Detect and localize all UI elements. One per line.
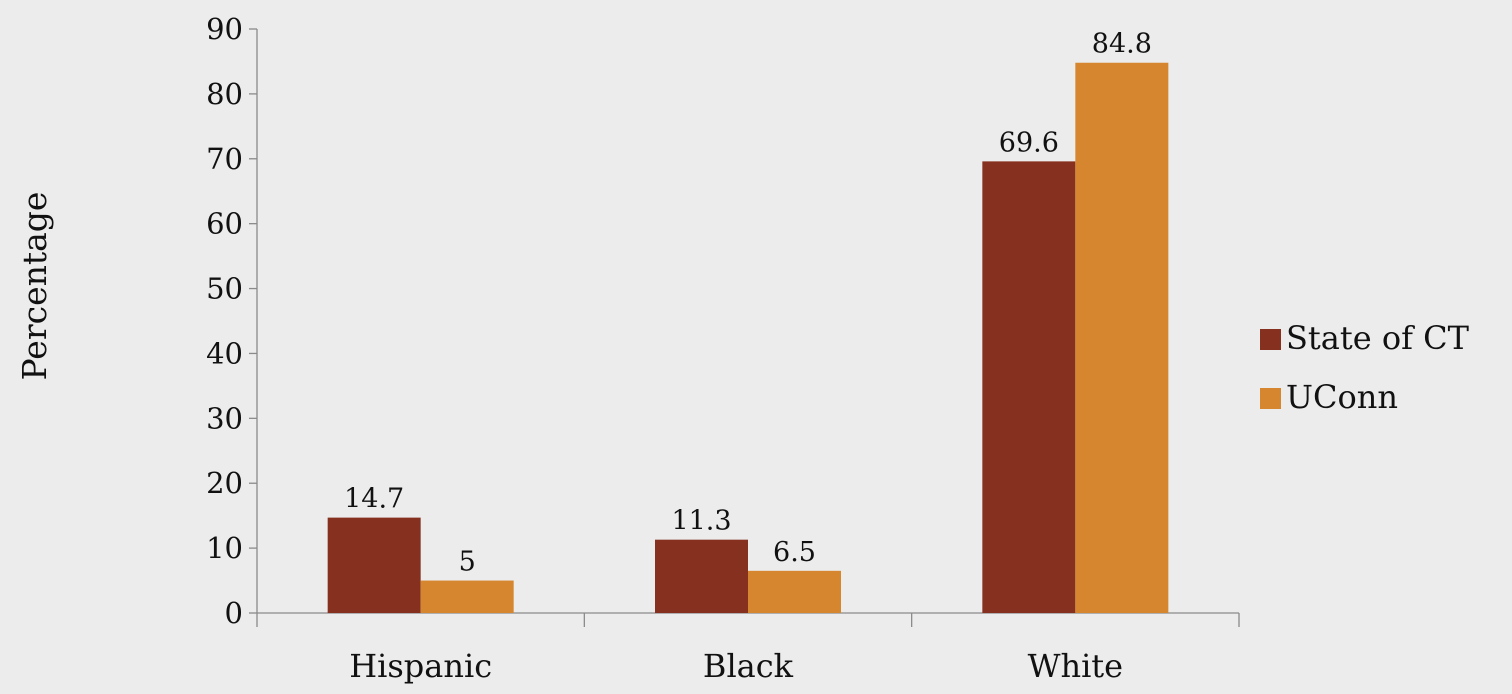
data-label: 11.3 (671, 506, 731, 537)
y-tick-label: 60 (206, 207, 243, 241)
data-label: 84.8 (1092, 29, 1152, 60)
x-tick-label: Black (703, 647, 794, 685)
x-ticks: Hispanic Black White (256, 613, 1240, 685)
y-axis-title: Percentage (15, 192, 54, 381)
x-tick-label: White (1028, 647, 1124, 685)
y-tick-label: 70 (206, 142, 243, 176)
y-tick-label: 0 (225, 596, 243, 630)
y-tick-label: 90 (206, 12, 243, 46)
y-axis-title-group: Percentage (15, 192, 54, 381)
y-tick-label: 40 (206, 336, 243, 370)
x-tick-label: Hispanic (349, 647, 492, 685)
y-ticks: 0 10 20 30 40 50 60 70 80 90 (206, 12, 257, 630)
legend-label: UConn (1286, 378, 1398, 416)
legend-swatch (1260, 388, 1281, 409)
bar (1075, 62, 1169, 613)
y-tick-label: 80 (206, 77, 243, 111)
legend-swatch (1260, 329, 1281, 350)
bar (327, 517, 421, 613)
bar (655, 539, 748, 613)
data-label: 14.7 (344, 484, 404, 515)
y-tick-label: 30 (206, 401, 243, 435)
bars (327, 62, 1169, 613)
legend: State of CT UConn (1260, 319, 1470, 416)
bar (420, 580, 514, 613)
data-label: 69.6 (999, 127, 1059, 158)
y-tick-label: 50 (206, 272, 243, 306)
y-tick-label: 10 (206, 531, 243, 565)
data-labels: 14.7 11.3 69.6 5 6.5 84.8 (344, 29, 1152, 578)
legend-label: State of CT (1286, 319, 1470, 357)
data-label: 5 (459, 547, 476, 578)
data-label: 6.5 (773, 537, 816, 568)
bar (748, 570, 841, 613)
y-tick-label: 20 (206, 466, 243, 500)
bar (982, 161, 1076, 613)
